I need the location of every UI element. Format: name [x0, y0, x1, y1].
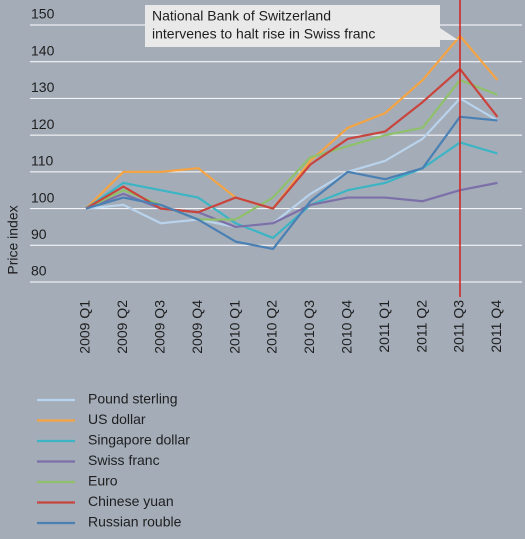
annotation-text: National Bank of Switzerland [152, 8, 331, 24]
x-tick-label: 2011 Q1 [376, 300, 392, 353]
x-tick-label: 2010 Q3 [301, 300, 317, 354]
legend-label: Chinese yuan [88, 493, 174, 509]
x-tick-label: 2009 Q2 [114, 300, 130, 354]
series-line [85, 141, 498, 240]
series-line [85, 78, 498, 221]
y-tick-label: 110 [31, 153, 54, 169]
legend-label: Singapore dollar [88, 432, 190, 448]
y-tick-label: 120 [31, 116, 55, 132]
y-tick-label: 140 [31, 42, 55, 58]
callout-box [145, 5, 458, 47]
series-line [85, 67, 499, 214]
annotation-text: intervenes to halt rise in Swiss franc [152, 26, 375, 42]
legend-label: Pound sterling [88, 391, 178, 407]
x-tick-label: 2010 Q2 [264, 300, 280, 354]
x-tick-label: 2009 Q1 [77, 300, 93, 354]
x-tick-label: 2011 Q4 [488, 300, 504, 353]
legend-label: Swiss franc [88, 452, 160, 468]
series-line [85, 34, 499, 210]
x-tick-label: 2011 Q2 [413, 300, 429, 353]
legend-label: Russian rouble [88, 514, 182, 530]
y-tick-label: 80 [31, 263, 47, 279]
series-line [85, 97, 498, 229]
y-tick-label: 90 [31, 226, 47, 242]
legend-label: US dollar [88, 411, 146, 427]
series-line [85, 115, 498, 251]
x-tick-label: 2009 Q4 [189, 300, 205, 354]
y-tick-label: 150 [31, 6, 55, 22]
x-tick-label: 2009 Q3 [152, 300, 168, 354]
y-tick-label: 100 [31, 189, 55, 205]
x-tick-label: 2010 Q1 [226, 300, 242, 354]
x-tick-label: 2010 Q4 [339, 300, 355, 354]
y-tick-label: 130 [31, 79, 55, 95]
y-axis-label: Price index [5, 205, 21, 274]
legend-label: Euro [88, 473, 118, 489]
x-tick-label: 2011 Q3 [451, 300, 467, 353]
